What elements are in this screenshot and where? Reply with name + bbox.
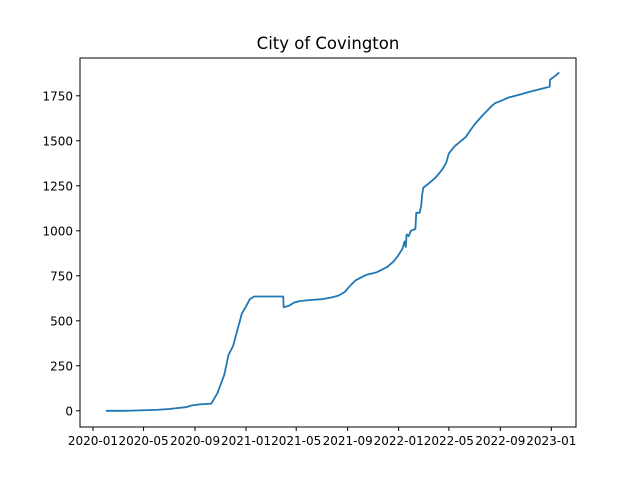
- x-tick-label: 2020-01: [68, 434, 118, 448]
- y-axis: 0 250 500 750 1000 1250 1500 1750: [42, 89, 80, 418]
- x-tick-label: 2020-05: [118, 434, 168, 448]
- y-tick-label: 750: [50, 269, 73, 283]
- x-tick-label: 2021-09: [323, 434, 373, 448]
- axes-frame: [79, 57, 577, 428]
- x-tick-label: 2022-01: [374, 434, 424, 448]
- y-tick-label: 1250: [42, 179, 73, 193]
- x-tick-label: 2020-09: [170, 434, 220, 448]
- y-tick-label: 1000: [42, 224, 73, 238]
- x-tick-label: 2022-09: [475, 434, 525, 448]
- x-axis: 2020-01 2020-05 2020-09 2021-01 2021-05 2021-…: [68, 427, 576, 448]
- series-line-0: [105, 71, 560, 412]
- chart-title: City of Covington: [257, 34, 400, 53]
- x-tick-label: 2022-05: [424, 434, 474, 448]
- y-tick-label: 1750: [42, 89, 73, 103]
- y-tick-label: 0: [65, 404, 73, 418]
- y-tick-label: 500: [50, 314, 73, 328]
- y-tick-label: 1500: [42, 134, 73, 148]
- x-tick-label: 2021-05: [271, 434, 321, 448]
- x-tick-label: 2023-01: [526, 434, 576, 448]
- x-tick-label: 2021-01: [221, 434, 271, 448]
- series-layer: [105, 71, 560, 412]
- y-tick-label: 250: [50, 359, 73, 373]
